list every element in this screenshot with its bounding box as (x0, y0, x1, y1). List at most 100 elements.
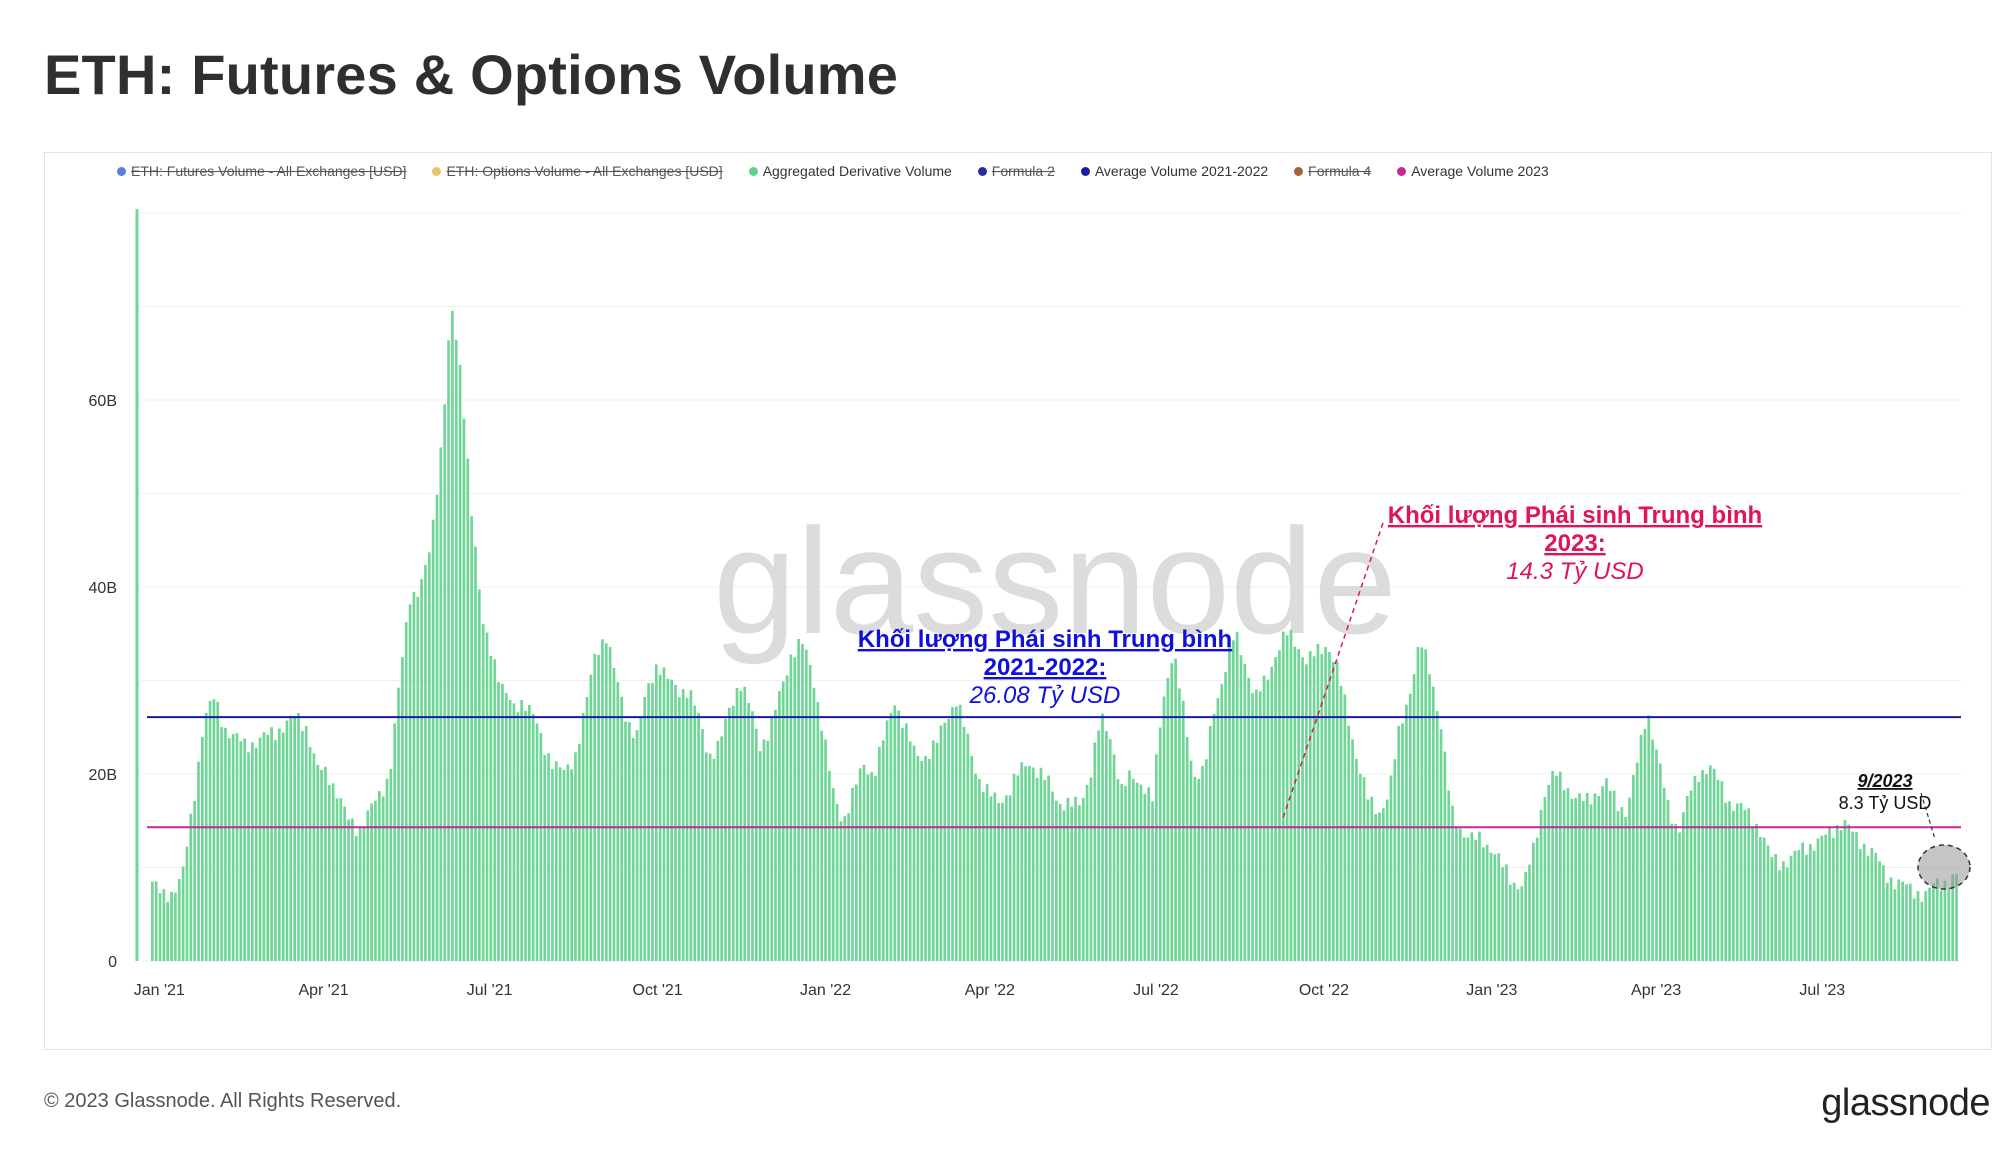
volume-bar (781, 681, 785, 961)
volume-bar (1289, 629, 1293, 961)
volume-bar (512, 703, 516, 961)
volume-bar (1151, 801, 1154, 961)
volume-bar (751, 711, 754, 961)
volume-bar (1105, 731, 1108, 961)
volume-bar (1120, 784, 1124, 961)
volume-bar (1628, 797, 1631, 961)
volume-bar (1643, 728, 1647, 961)
volume-bar (597, 654, 600, 961)
volume-bar (189, 813, 193, 961)
volume-bar (1131, 778, 1135, 961)
volume-bar (1312, 656, 1316, 961)
volume-bar (1455, 827, 1458, 961)
volume-bar (1835, 825, 1839, 961)
volume-bar (1112, 754, 1116, 961)
volume-bar (674, 684, 677, 961)
volume-bar (743, 686, 747, 961)
volume-bar (516, 712, 520, 961)
volume-bar (1512, 882, 1516, 961)
volume-bar (658, 674, 662, 961)
volume-bar (1674, 824, 1678, 961)
volume-bar (1128, 770, 1131, 961)
volume-bar (931, 740, 935, 961)
legend-label: Formula 4 (1308, 163, 1372, 179)
volume-bar (712, 758, 716, 961)
volume-bar (1443, 751, 1447, 961)
volume-bar (1043, 779, 1047, 961)
legend-item-3[interactable]: Formula 2 (977, 163, 1055, 179)
volume-bar (304, 725, 308, 961)
volume-bar (1662, 787, 1666, 961)
legend-item-0[interactable]: ETH: Futures Volume - All Exchanges [USD… (117, 163, 406, 179)
legend-item-5[interactable]: Formula 4 (1294, 163, 1371, 179)
volume-bar (224, 727, 227, 961)
brand-logo[interactable]: glassnode (1821, 1082, 1990, 1124)
x-tick-label: Jan '23 (1466, 982, 1517, 999)
volume-bar (431, 519, 435, 961)
volume-bar (347, 819, 350, 961)
legend-item-1[interactable]: ETH: Options Volume - All Exchanges [USD… (432, 163, 723, 179)
volume-bar (1051, 791, 1054, 961)
volume-bar (1212, 713, 1216, 961)
volume-bar (1924, 891, 1928, 961)
volume-bar (666, 678, 670, 961)
volume-bar (1878, 861, 1881, 961)
legend-item-4[interactable]: Average Volume 2021-2022 (1080, 163, 1268, 179)
y-tick-label: 60B (89, 393, 117, 410)
volume-bar (1589, 804, 1593, 961)
volume-bar (904, 723, 908, 961)
volume-bar (1035, 777, 1039, 961)
volume-bar (1547, 784, 1551, 961)
volume-bar (839, 821, 843, 961)
volume-bar (928, 758, 931, 961)
volume-bar (562, 769, 566, 961)
volume-bar (374, 800, 377, 961)
volume-bar (1778, 870, 1781, 961)
volume-bar (1816, 838, 1820, 961)
volume-bar (301, 731, 304, 961)
volume-bar (954, 706, 958, 961)
volume-bar (1316, 643, 1320, 961)
volume-bar (920, 760, 924, 961)
volume-bar (1728, 801, 1731, 961)
annotation-avg2023-leader (1282, 522, 1384, 819)
chart-canvas: 0 20B 40B 60B Jan '21 Apr '21 Jul '21 Oct '21 Ja… (89, 209, 1971, 999)
volume-bar (1274, 657, 1277, 961)
volume-bar (1755, 823, 1758, 961)
volume-bar (974, 773, 977, 961)
volume-bar (881, 740, 885, 961)
volume-bar (612, 667, 616, 961)
x-tick-label: Jan '22 (800, 982, 851, 999)
x-tick-label: Apr '21 (298, 982, 348, 999)
volume-bar (893, 705, 897, 961)
volume-bar (166, 901, 170, 961)
volume-bar (212, 699, 216, 961)
volume-bar (747, 702, 750, 961)
volume-bar (1370, 796, 1374, 961)
volume-bar (1520, 886, 1524, 961)
volume-bar (770, 717, 774, 961)
volume-bar (420, 579, 423, 961)
volume-bar (1205, 759, 1208, 961)
volume-bar (408, 604, 412, 961)
volume-bar (785, 675, 789, 961)
y-tick-label: 40B (89, 580, 117, 597)
volume-bar (1539, 809, 1543, 961)
volume-bar (524, 710, 527, 961)
volume-bar (620, 696, 624, 961)
legend-item-2[interactable]: Aggregated Derivative Volume (748, 163, 952, 179)
volume-bar (947, 718, 950, 961)
legend-item-6[interactable]: Average Volume 2023 (1397, 163, 1549, 179)
volume-bar (1882, 865, 1885, 961)
volume-bar (493, 659, 497, 961)
volume-bar (1431, 686, 1435, 961)
volume-bar (289, 715, 293, 961)
legend-dot-icon (1294, 166, 1304, 176)
volume-bar (197, 761, 200, 961)
volume-bar (297, 713, 300, 961)
volume-bar (1474, 839, 1477, 961)
volume-bar (981, 791, 985, 961)
legend-dot-icon (1397, 166, 1407, 176)
volume-bar (1666, 800, 1670, 961)
volume-bar (1739, 802, 1743, 961)
